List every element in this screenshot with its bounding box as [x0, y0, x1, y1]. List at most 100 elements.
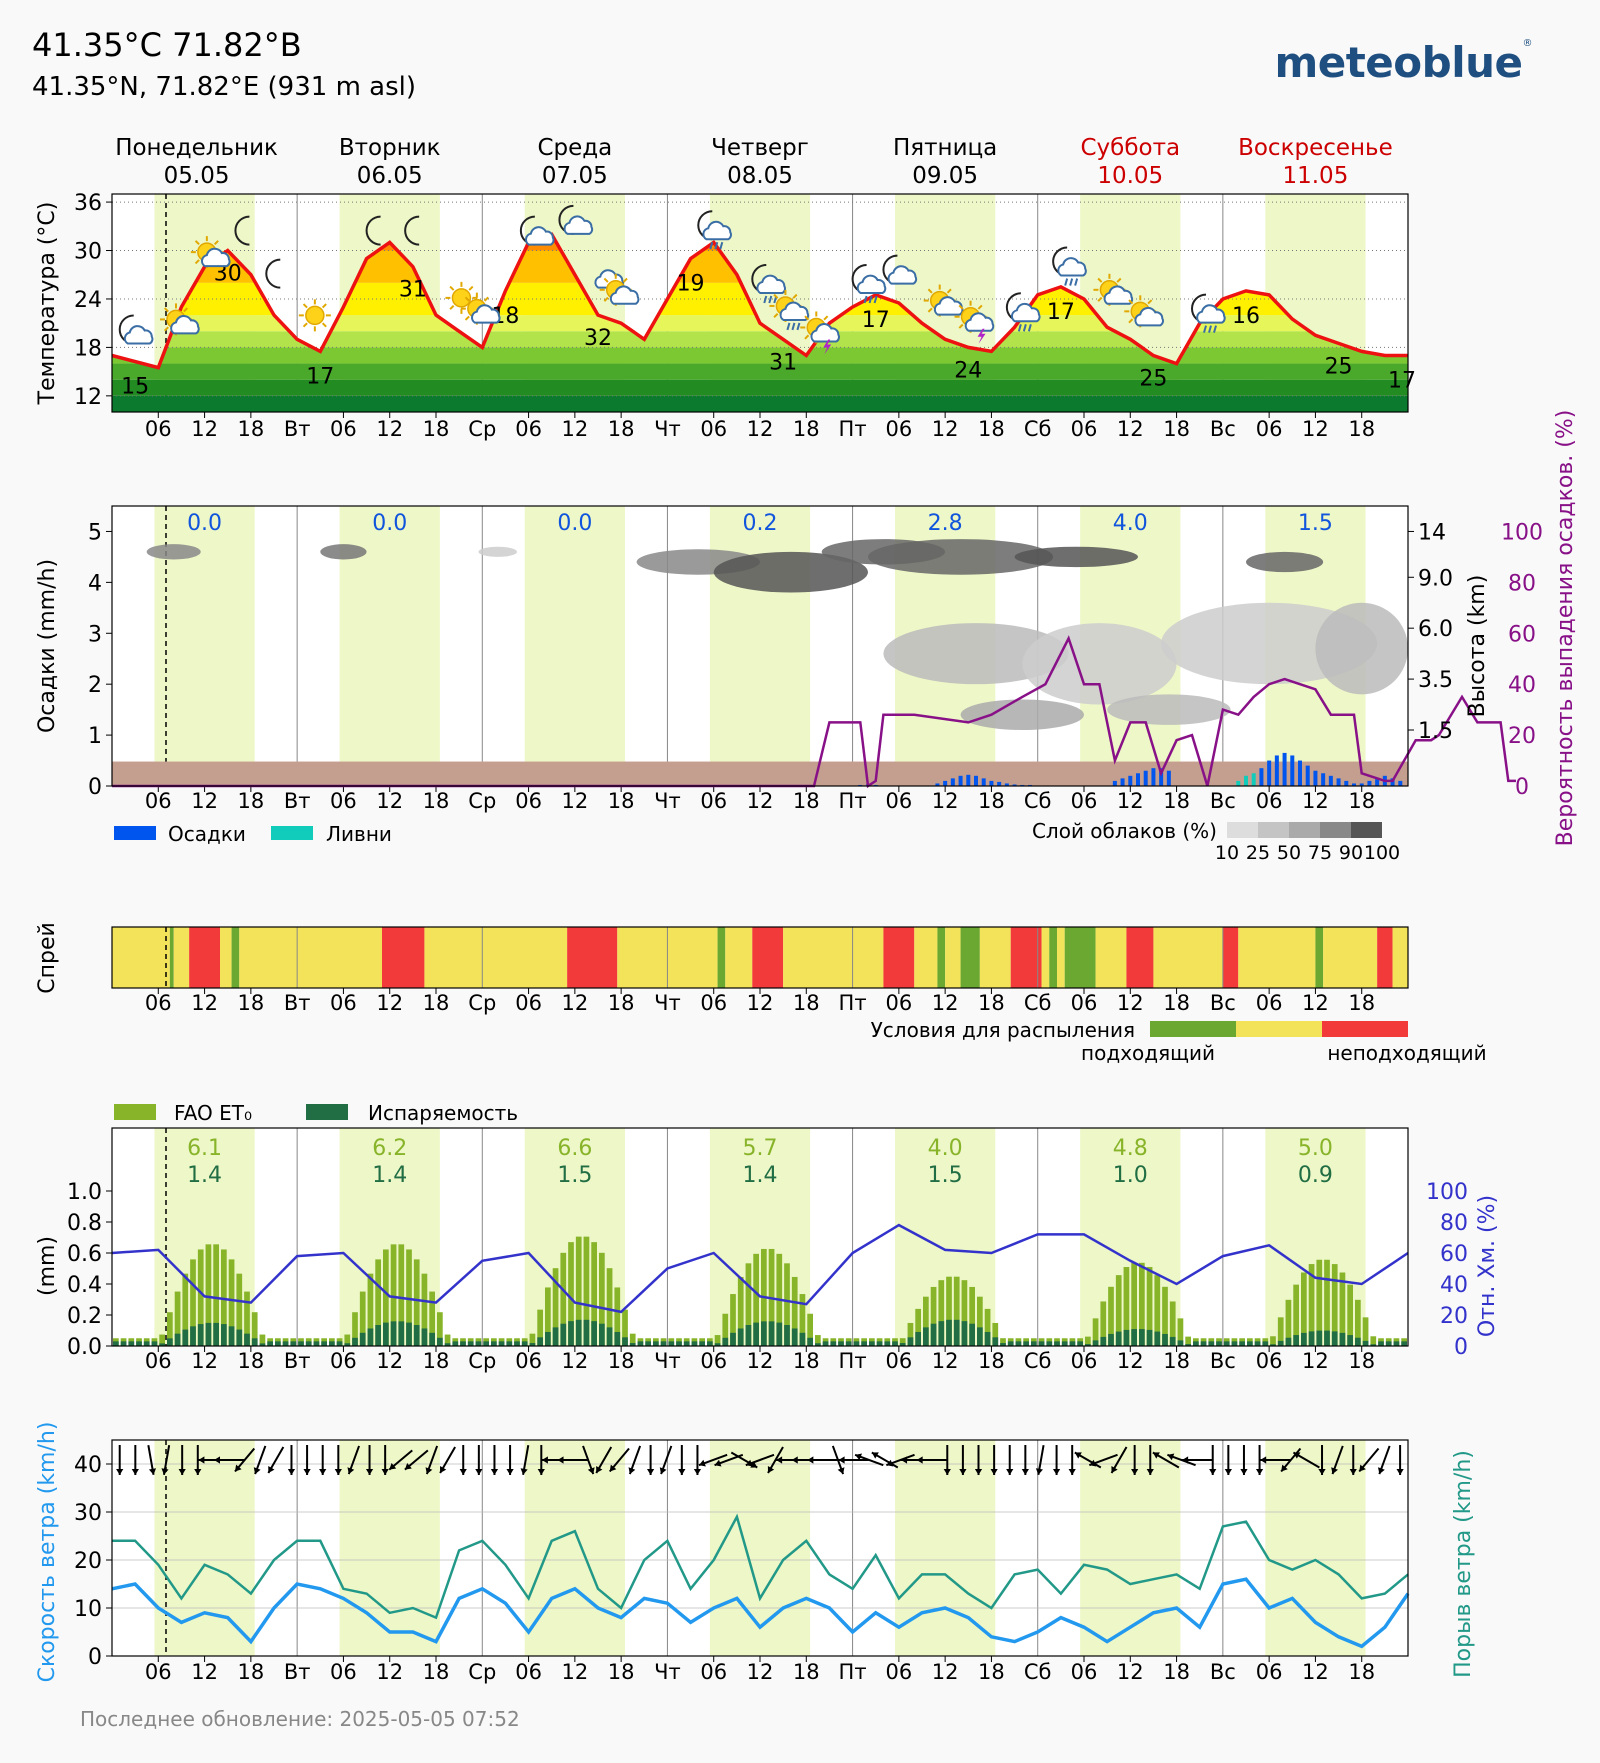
- x-tick-hour: 18: [1348, 991, 1375, 1015]
- evap-bar: [120, 1341, 127, 1346]
- arrow-head: [745, 1459, 753, 1467]
- daily-precip-total: 0.0: [187, 511, 222, 536]
- precip-bar: [1143, 770, 1148, 786]
- location-subtitle: 41.35°N, 71.82°E (931 m asl): [32, 72, 417, 102]
- arrow-head: [916, 1456, 923, 1464]
- daylight-band: [709, 506, 811, 786]
- arrow-head: [520, 1468, 528, 1475]
- et0-bar: [1115, 1275, 1122, 1346]
- evap-bar: [722, 1337, 729, 1346]
- rain-drop: [763, 295, 768, 304]
- x-tick-hour: 18: [1163, 1660, 1190, 1684]
- x-tick-hour: 06: [330, 789, 357, 813]
- height-tick-label: 1.5: [1418, 719, 1453, 744]
- arrow-head: [1167, 1453, 1175, 1461]
- cloud-legend-tick: 25: [1246, 842, 1270, 864]
- sun-ray: [483, 296, 489, 302]
- daily-precip-total: 0.0: [557, 511, 592, 536]
- evap-bar: [645, 1341, 651, 1346]
- evap-bar: [923, 1327, 929, 1346]
- wind-direction-arrow: [253, 1445, 267, 1475]
- day-name: Вторник: [339, 135, 441, 161]
- shower-bar: [1236, 780, 1241, 786]
- meteoblue-logo[interactable]: meteoblue®: [1274, 38, 1532, 87]
- cloud-layer: [1014, 546, 1138, 568]
- x-tick-hour: 18: [1163, 991, 1190, 1015]
- x-tick-day: Пт: [839, 1660, 867, 1684]
- probability-tick-label: 60: [1508, 622, 1536, 647]
- evap-bar: [1370, 1344, 1377, 1346]
- x-tick-hour: 18: [608, 789, 635, 813]
- precip-bar: [1128, 775, 1133, 786]
- et0-bar: [714, 1335, 721, 1346]
- precip-bar: [974, 775, 978, 786]
- x-tick-hour: 06: [515, 417, 542, 441]
- day-name: Пятница: [893, 135, 997, 161]
- gust-line: [112, 1513, 1409, 1620]
- arrow-head: [807, 1456, 814, 1464]
- precip-bar: [966, 774, 971, 786]
- evap-bar: [1169, 1336, 1176, 1346]
- evap-bar: [699, 1341, 705, 1346]
- arrow-head: [1131, 1469, 1139, 1475]
- x-tick-hour: 12: [747, 417, 774, 441]
- spray-segment-ok: [112, 927, 170, 988]
- arrow-head: [1396, 1469, 1404, 1475]
- x-tick-hour: 12: [1117, 417, 1144, 441]
- evap-bar: [552, 1327, 559, 1346]
- evap-bar: [1061, 1341, 1068, 1346]
- et0-bar: [1092, 1318, 1099, 1346]
- evap-bar: [236, 1329, 243, 1346]
- x-tick-hour: 12: [932, 991, 959, 1015]
- arrow-head: [131, 1469, 139, 1475]
- wind-direction-arrow: [1280, 1447, 1302, 1473]
- arrow-head: [537, 1469, 545, 1475]
- evap-bar: [1316, 1330, 1323, 1346]
- precip-bar: [1298, 760, 1302, 786]
- x-tick-hour: 18: [1348, 417, 1375, 441]
- evap-bar: [1139, 1329, 1145, 1346]
- arrow-head: [838, 1456, 845, 1464]
- wind-direction-arrow: [334, 1445, 342, 1475]
- et0-bar: [552, 1268, 559, 1346]
- y-tick-label: 4: [88, 571, 102, 596]
- cloud-layer: [960, 699, 1084, 731]
- x-tick-hour: 18: [423, 417, 450, 441]
- cloud-legend-title: Слой облаков (%): [1032, 819, 1217, 843]
- et0-bar: [421, 1273, 428, 1346]
- cloud-layer: [478, 546, 517, 557]
- evap-bar: [174, 1333, 181, 1346]
- arrow-head: [1111, 1465, 1118, 1473]
- rain-drop: [1017, 324, 1022, 332]
- x-tick-hour: 18: [237, 789, 264, 813]
- x-tick-day: Вт: [284, 1660, 311, 1684]
- arrow-head: [178, 1469, 186, 1475]
- evap-bar: [660, 1341, 667, 1346]
- precip-bar: [1344, 780, 1349, 786]
- rain-drop: [786, 322, 791, 331]
- location-title: 41.35°C 71.82°B: [32, 26, 302, 64]
- evap-bar: [946, 1319, 952, 1346]
- wind-direction-arrow: [147, 1445, 157, 1475]
- y-axis-label: Температура (°C): [35, 202, 60, 406]
- x-tick-hour: 18: [237, 417, 264, 441]
- x-tick-hour: 18: [793, 789, 820, 813]
- sun-ray: [1116, 277, 1122, 283]
- arrow-head: [214, 1456, 221, 1464]
- spray-legend-bad: [1322, 1021, 1408, 1037]
- evap-bar: [560, 1323, 567, 1346]
- wind-direction-arrow: [698, 1453, 728, 1467]
- temp-band: [112, 379, 1408, 396]
- sun-disc: [305, 305, 325, 326]
- evap-bar: [1123, 1329, 1130, 1346]
- spray-segment-ok: [1392, 927, 1408, 988]
- day-date: 07.05: [542, 163, 608, 189]
- precip-bar: [1259, 768, 1264, 786]
- daily-evap: 1.4: [372, 1163, 407, 1188]
- wind-direction-arrow: [1396, 1445, 1404, 1475]
- x-tick-day: Вт: [284, 991, 311, 1015]
- arrow-head: [1224, 1469, 1232, 1475]
- arrow-head: [161, 1468, 169, 1475]
- spray-segment-bad: [189, 927, 220, 988]
- evap-bar: [359, 1332, 366, 1346]
